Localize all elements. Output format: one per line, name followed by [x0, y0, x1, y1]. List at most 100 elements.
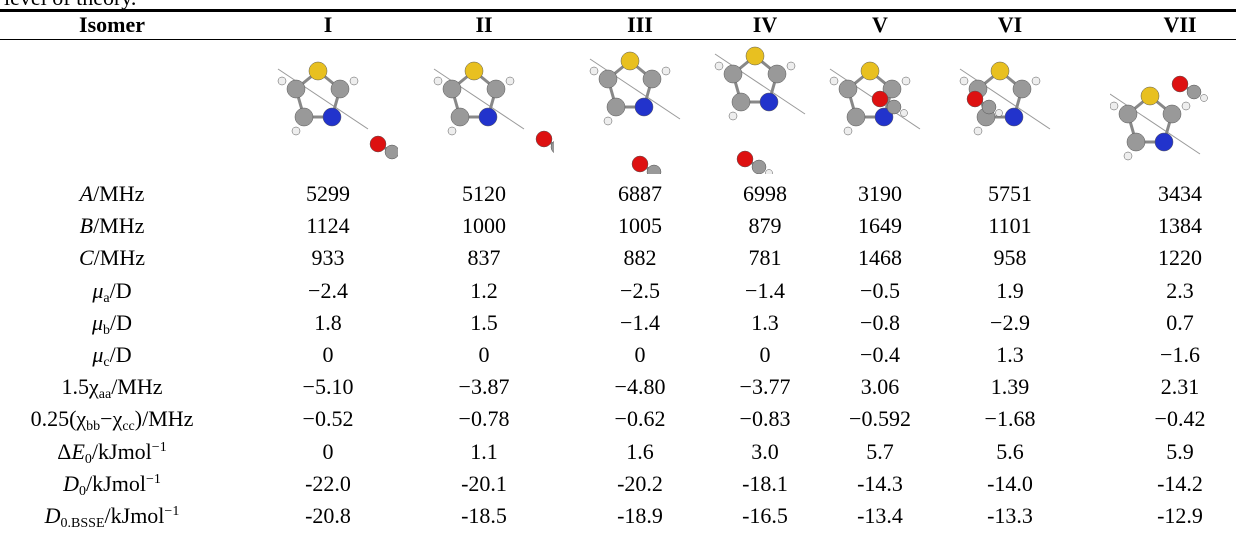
table-cell: 0.7 — [1166, 309, 1194, 337]
table-cell: −0.5 — [860, 277, 900, 305]
table-cell: 5751 — [988, 180, 1032, 208]
table-cell: −1.4 — [620, 309, 660, 337]
table-cell: -14.0 — [987, 470, 1033, 498]
table-cell: 1.39 — [991, 373, 1030, 401]
table-cell: −2.4 — [308, 277, 348, 305]
table-cell: 6887 — [618, 180, 662, 208]
table-cell: 5.7 — [866, 438, 894, 466]
table-cell: −1.4 — [745, 277, 785, 305]
table-cell: -18.1 — [742, 470, 788, 498]
row-label: D0/kJmol−1 — [63, 470, 161, 498]
molecule-image — [940, 44, 1080, 174]
table-cell: 5299 — [306, 180, 350, 208]
table-cell: 958 — [994, 244, 1027, 272]
table-cell: 1005 — [618, 212, 662, 240]
table-cell: −3.77 — [740, 373, 791, 401]
table-cell: 0 — [635, 341, 646, 369]
table-cell: 0 — [479, 341, 490, 369]
table-cell: 1.6 — [626, 438, 654, 466]
table-cell: -18.5 — [461, 502, 507, 530]
table-cell: -13.3 — [987, 502, 1033, 530]
table-cell: −1.68 — [985, 405, 1036, 433]
molecule-image — [258, 44, 398, 174]
molecule-image — [810, 44, 950, 174]
column-header: VII — [1163, 11, 1196, 39]
table-cell: 1.3 — [996, 341, 1024, 369]
table-cell: 2.3 — [1166, 277, 1194, 305]
table-cell: −0.78 — [459, 405, 510, 433]
table-cell: 1.8 — [314, 309, 342, 337]
table-cell: −2.9 — [990, 309, 1030, 337]
table-cell: −0.42 — [1155, 405, 1206, 433]
table-cell: -22.0 — [305, 470, 351, 498]
column-header: Isomer — [79, 11, 145, 39]
row-label: μa/D — [92, 277, 131, 305]
top-rule — [0, 9, 1236, 12]
table-cell: 1124 — [306, 212, 349, 240]
table-cell: -20.2 — [617, 470, 663, 498]
table-cell: 5.9 — [1166, 438, 1194, 466]
table-cell: 5.6 — [996, 438, 1024, 466]
table-cell: 1.5 — [470, 309, 498, 337]
table-cell: −2.5 — [620, 277, 660, 305]
column-header: III — [627, 11, 653, 39]
molecule-image — [1110, 44, 1236, 174]
table-cell: 1101 — [988, 212, 1031, 240]
table-cell: -20.8 — [305, 502, 351, 530]
table-cell: −0.52 — [303, 405, 354, 433]
table-cell: 837 — [468, 244, 501, 272]
table-cell: −3.87 — [459, 373, 510, 401]
table-cell: 879 — [749, 212, 782, 240]
column-header: I — [324, 11, 333, 39]
molecule-image — [570, 44, 710, 174]
column-header: II — [475, 11, 492, 39]
table-cell: 3.06 — [861, 373, 900, 401]
row-label: 0.25(χbb−χcc)/MHz — [31, 405, 194, 433]
table-cell: 933 — [312, 244, 345, 272]
table-cell: −0.592 — [849, 405, 911, 433]
table-cell: -12.9 — [1157, 502, 1203, 530]
table-cell: 1649 — [858, 212, 902, 240]
row-label: μc/D — [92, 341, 131, 369]
table-cell: −0.83 — [740, 405, 791, 433]
table-cell: −1.6 — [1160, 341, 1200, 369]
table-cell: 1.9 — [996, 277, 1024, 305]
table-cell: -14.3 — [857, 470, 903, 498]
row-label: C/MHz — [79, 244, 145, 272]
table-cell: 1.2 — [470, 277, 498, 305]
table-cell: 3190 — [858, 180, 902, 208]
table-cell: −0.4 — [860, 341, 900, 369]
table-cell: -18.9 — [617, 502, 663, 530]
table-cell: 1.1 — [470, 438, 498, 466]
column-header: IV — [753, 11, 777, 39]
table-cell: -20.1 — [461, 470, 507, 498]
row-label: ΔE0/kJmol−1 — [57, 438, 166, 466]
table-cell: -14.2 — [1157, 470, 1203, 498]
row-label: 1.5χaa/MHz — [61, 373, 162, 401]
table-cell: 5120 — [462, 180, 506, 208]
table-cell: 1000 — [462, 212, 506, 240]
table-cell: 3.0 — [751, 438, 779, 466]
row-label: B/MHz — [80, 212, 145, 240]
table-cell: −0.8 — [860, 309, 900, 337]
page: level of theory. A/MHz B/MHz C/MHz μa/D … — [0, 0, 1236, 534]
table-cell: 1468 — [858, 244, 902, 272]
molecule-image — [414, 44, 554, 174]
table-cell: 1.3 — [751, 309, 779, 337]
table-cell: -16.5 — [742, 502, 788, 530]
table-cell: 0 — [760, 341, 771, 369]
table-cell: −4.80 — [615, 373, 666, 401]
table-cell: −5.10 — [303, 373, 354, 401]
row-label: μb/D — [92, 309, 132, 337]
column-header: VI — [998, 11, 1022, 39]
table-cell: 1220 — [1158, 244, 1202, 272]
table-cell: 781 — [749, 244, 782, 272]
table-cell: 0 — [323, 438, 334, 466]
table-cell: 882 — [624, 244, 657, 272]
table-cell: -13.4 — [857, 502, 903, 530]
table-cell: 2.31 — [1161, 373, 1200, 401]
row-label: D0.BSSE/kJmol−1 — [45, 502, 180, 530]
column-header: V — [872, 11, 888, 39]
table-cell: −0.62 — [615, 405, 666, 433]
row-label: A/MHz — [80, 180, 145, 208]
